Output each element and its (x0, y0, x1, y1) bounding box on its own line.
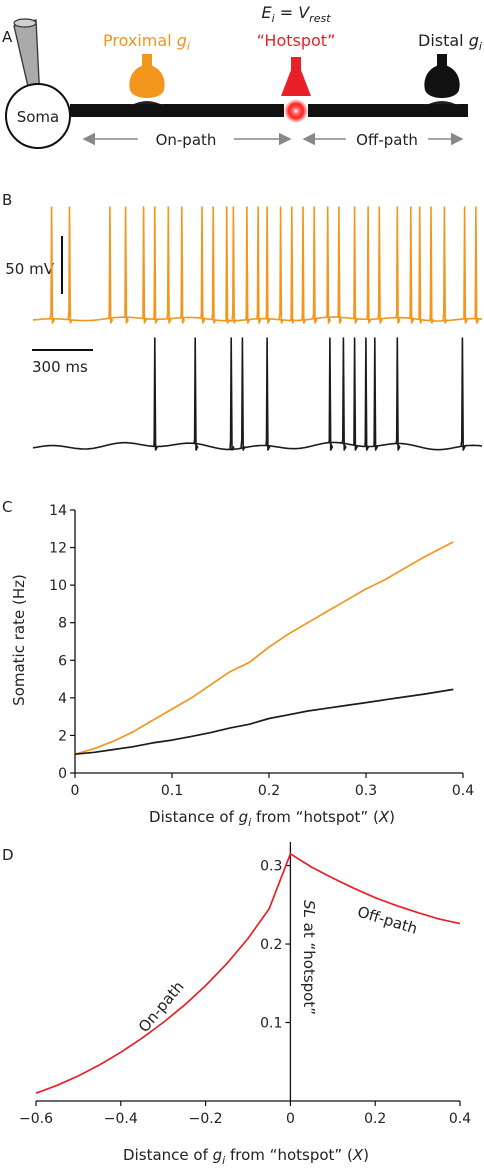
panel-c-series (74, 541, 454, 756)
panel-d-xlabel: Distance of gi from “hotspot” (X) (123, 1146, 369, 1167)
x-tick-label: 0.2 (364, 1111, 386, 1127)
series-line-0 (74, 541, 454, 756)
y-tick-label: 2 (58, 728, 67, 744)
series-line-1 (74, 688, 454, 756)
y-tick-label: 10 (49, 578, 67, 594)
proximal-label: Proximal gi (103, 31, 190, 53)
x-tick-label: 0.1 (161, 783, 183, 799)
panel-a-letter: A (2, 28, 13, 46)
hotspot-icon (284, 99, 308, 123)
y-tick-label: 4 (58, 691, 67, 707)
dendrite-proximal-segment (70, 104, 284, 117)
panel-a: A Soma Proximal gi (2, 3, 482, 149)
x-tick-label: 0.4 (449, 1111, 471, 1127)
series-line-0 (35, 852, 461, 1094)
x-tick-label: 0 (71, 783, 80, 799)
x-tick-label: 0.2 (258, 783, 280, 799)
hotspot-label: “Hotspot” (257, 31, 336, 50)
y-tick-label: 0.1 (260, 1016, 282, 1032)
distal-synapse-icon (424, 54, 460, 106)
x-tick-label: −0.6 (19, 1111, 53, 1127)
equation-label: Ei = Vrest (261, 3, 331, 25)
panel-c: C 0 0.1 0.2 0.3 0.4 0 2 4 6 8 10 12 14 Distance of g… (2, 498, 474, 829)
x-tick-label: −0.4 (104, 1111, 138, 1127)
x-tick-label: 0.3 (355, 783, 377, 799)
panel-c-ylabel: Somatic rate (Hz) (10, 574, 28, 706)
distal-label: Distal gi (418, 31, 482, 53)
y-tick-label: 14 (49, 503, 67, 519)
x-tick-label: −0.2 (189, 1111, 223, 1127)
panel-c-letter: C (2, 498, 12, 516)
proximal-synapse-icon (129, 54, 165, 106)
time-scale-label: 300 ms (32, 358, 88, 376)
panel-d-letter: D (2, 846, 14, 864)
x-tick-label: 0.4 (452, 783, 474, 799)
y-tick-label: 0.3 (260, 859, 282, 875)
panel-c-xlabel: Distance of gi from “hotspot” (X) (149, 808, 395, 829)
panel-c-axes: 0 0.1 0.2 0.3 0.4 0 2 4 6 8 10 12 14 (49, 503, 474, 799)
x-tick-label: 0 (286, 1111, 295, 1127)
dendrite-distal-segment (308, 104, 468, 117)
orange-voltage-trace (32, 206, 483, 324)
black-voltage-trace (32, 337, 483, 451)
hotspot-synapse-icon (281, 57, 311, 96)
y-tick-label: 0 (58, 766, 67, 782)
panel-d-series (35, 852, 461, 1094)
panel-b-letter: B (2, 191, 12, 209)
y-tick-label: 8 (58, 616, 67, 632)
y-tick-label: 0.2 (260, 937, 282, 953)
electrode-tip-icon (13, 18, 37, 28)
y-tick-label: 12 (49, 541, 67, 557)
onpath-annotation: On-path (135, 978, 188, 1036)
voltage-scale-label: 50 mV (5, 260, 54, 278)
y-tick-label: 6 (58, 653, 67, 669)
soma-label: Soma (17, 108, 60, 126)
panel-b: B 50 mV 300 ms (2, 191, 483, 451)
panel-d-axes: −0.6 −0.4 −0.2 0 0.2 0.4 0.1 0.2 0.3 (19, 842, 471, 1127)
panel-d-ylabel: SL at “hotspot” (300, 900, 318, 1015)
panel-d: D −0.6 −0.4 −0.2 0 0.2 0.4 0.1 0.2 0.3 Distance … (2, 842, 471, 1167)
offpath-label: Off-path (356, 131, 418, 149)
onpath-label: On-path (156, 131, 217, 149)
offpath-annotation: Off-path (355, 903, 419, 938)
